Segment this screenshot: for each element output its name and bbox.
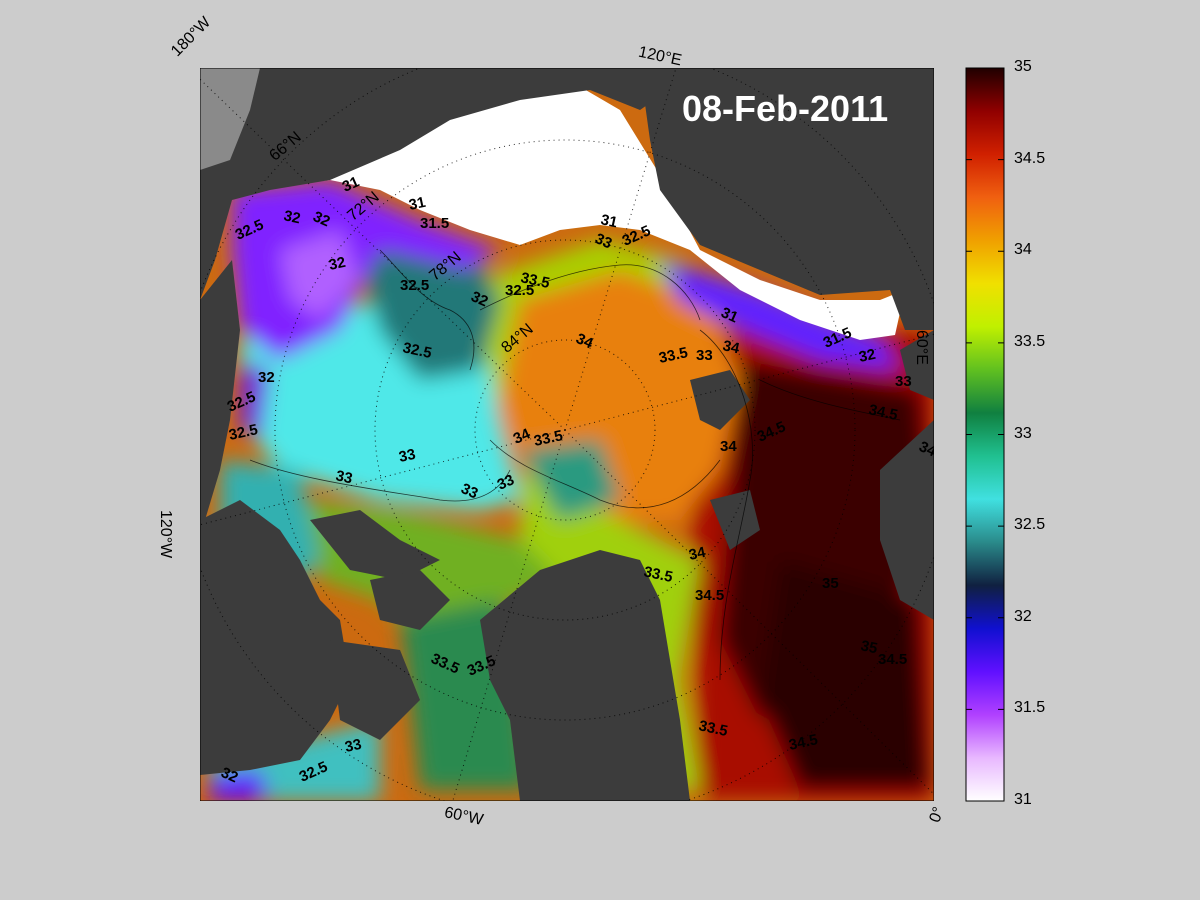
contour-label: 34.5 <box>878 651 907 668</box>
colorbar-tick-label: 34 <box>1014 241 1032 259</box>
colorbar-tick-label: 32 <box>1014 607 1032 625</box>
contour-label: 33.5 <box>697 717 729 740</box>
contour-label: 33.5 <box>519 269 551 292</box>
contour-label: 32.5 <box>401 339 433 362</box>
contour-label: 32 <box>327 254 347 274</box>
date-label: 08-Feb-2011 <box>682 88 889 129</box>
edge-label-60e: 60°E <box>913 330 930 365</box>
colorbar-tick-label: 31.5 <box>1014 699 1046 717</box>
contour-label: 33 <box>592 230 614 252</box>
colorbar-tick-label: 33 <box>1014 424 1032 442</box>
contour-label: 31 <box>407 194 427 214</box>
salinity-field <box>210 180 934 801</box>
contour-label: 34 <box>721 337 741 357</box>
colorbar-tick-label: 31 <box>1014 791 1032 808</box>
contour-label: 32.5 <box>400 277 429 294</box>
contour-label: 34.5 <box>867 401 899 424</box>
contour-label: 33.5 <box>532 427 564 450</box>
contour-label: 34.5 <box>695 587 724 604</box>
contour-label: 35 <box>822 575 839 592</box>
contour-label: 34 <box>573 330 596 353</box>
graticule <box>200 68 934 801</box>
contour-label: 34 <box>511 425 534 448</box>
contour-label: 33 <box>397 446 417 466</box>
edge-label-120w: 120°W <box>157 510 174 559</box>
contour-label: 32 <box>258 369 275 386</box>
contour-lines <box>249 249 901 681</box>
contour-label: 33 <box>334 467 354 487</box>
colorbar-tick-label: 32.5 <box>1014 516 1046 534</box>
contour-label: 32 <box>310 208 332 230</box>
contour-label: 32.5 <box>505 282 534 299</box>
contour-label: 35 <box>859 637 879 657</box>
contour-label: 31 <box>599 211 619 231</box>
contour-label: 32 <box>468 288 490 310</box>
colorbar-tick-label: 33.5 <box>1014 332 1046 350</box>
contour-label: 31 <box>718 304 740 326</box>
contour-label: 33 <box>495 471 517 493</box>
land-masses <box>200 68 934 801</box>
colorbar-tick-label: 35 <box>1014 58 1032 75</box>
contour-label: 34 <box>916 438 939 461</box>
colorbar-tickmarks <box>966 67 1004 802</box>
contour-label: 32 <box>282 207 302 227</box>
contour-label: 32 <box>857 346 877 366</box>
contour-label: 34 <box>687 544 707 564</box>
contour-label: 33.5 <box>657 344 689 367</box>
contour-label: 33.5 <box>642 563 674 586</box>
contour-label: 34 <box>720 438 737 455</box>
contour-label: 32.5 <box>227 421 259 444</box>
contour-label: 33 <box>895 373 912 390</box>
contour-label: 34.5 <box>787 731 819 754</box>
contour-label: 31 <box>340 173 362 195</box>
colorbar <box>965 67 1005 802</box>
contour-label: 33 <box>343 736 363 756</box>
colorbar-tick-label: 34.5 <box>1014 149 1046 167</box>
contour-label: 31.5 <box>420 215 449 232</box>
sea-ice <box>265 75 905 340</box>
contour-label: 32 <box>218 764 240 786</box>
contour-label: 33 <box>696 347 713 364</box>
contour-label: 33 <box>458 480 480 502</box>
